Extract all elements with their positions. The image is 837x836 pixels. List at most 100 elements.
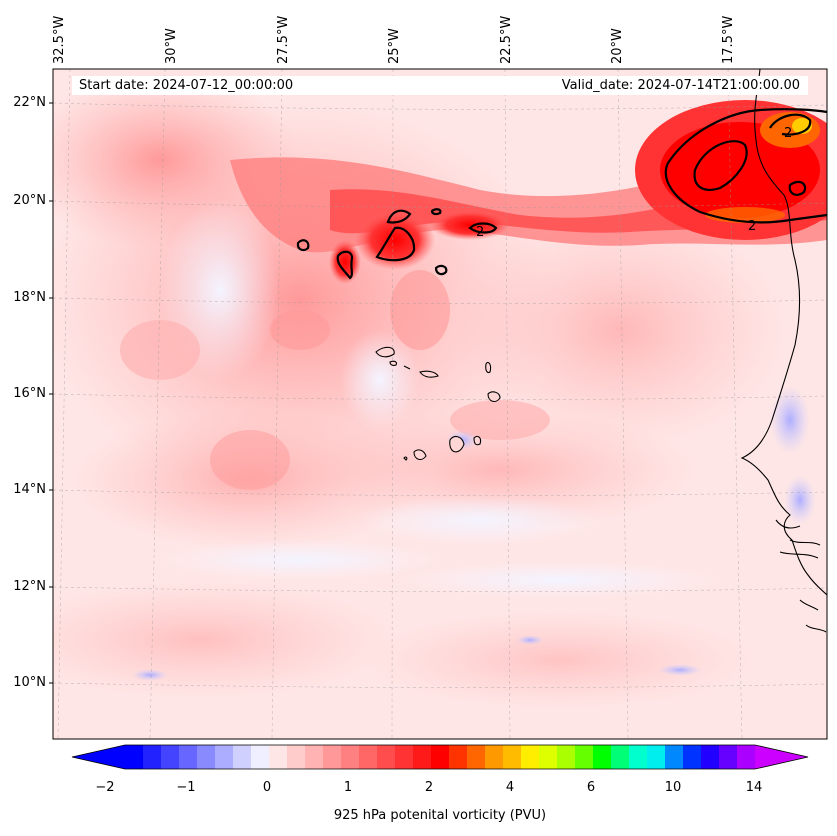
colorbar-segment — [683, 745, 702, 769]
coastline-detail — [805, 624, 827, 633]
lon-label: 32.5°W — [52, 15, 67, 64]
colorbar-segment — [125, 745, 144, 769]
coastline — [740, 69, 827, 633]
contour-label: 2 — [784, 126, 792, 141]
map-frame — [52, 68, 828, 740]
colorbar-segment — [647, 745, 666, 769]
field-pink-area — [450, 400, 550, 440]
colorbar-segment — [341, 745, 360, 769]
colorbar-title: 925 hPa potenital vorticity (PVU) — [333, 808, 547, 823]
colorbar-segment — [179, 745, 198, 769]
colorbar-segments — [125, 745, 756, 769]
colorbar-segment — [269, 745, 288, 769]
island — [389, 360, 398, 366]
colorbar-segment — [161, 745, 180, 769]
colorbar-outline — [71, 744, 809, 770]
island — [473, 435, 482, 446]
lat-label: 10°N — [13, 675, 46, 690]
graticule — [53, 69, 827, 739]
contour-2pvu — [336, 250, 354, 280]
field-pink-area — [210, 430, 290, 490]
lon-label: 30°W — [164, 28, 179, 64]
lon-label: 20°W — [610, 28, 625, 64]
colorbar-segment — [413, 745, 432, 769]
coastline-detail — [799, 599, 819, 611]
contour-2pvu — [434, 264, 448, 276]
field-red-blob — [355, 210, 435, 270]
pv-field: 2 2 2 — [53, 69, 827, 739]
lat-label: 18°N — [13, 290, 46, 305]
pv-contours — [296, 108, 827, 280]
field-pink-area — [390, 270, 450, 350]
colorbar-segment — [539, 745, 558, 769]
colorbar-segment — [611, 745, 630, 769]
island — [449, 435, 465, 453]
lat-label: 20°N — [13, 193, 46, 208]
contour-2pvu — [667, 108, 827, 164]
colorbar-segment — [485, 745, 504, 769]
coastline-detail — [779, 551, 819, 559]
colorbar-tick-label: 4 — [505, 780, 515, 795]
field-blue-patch — [770, 385, 810, 455]
colorbar-segment — [557, 745, 576, 769]
contour-2pvu — [430, 208, 442, 216]
field-pink-area — [270, 310, 330, 350]
colorbar-segment — [323, 745, 342, 769]
contour-2pvu — [769, 113, 812, 136]
colorbar-over-arrow — [755, 745, 808, 769]
valid-date-label: Valid_date: 2024-07-14T21:00:00.00 — [561, 78, 800, 93]
colorbar-tick-label: −2 — [95, 780, 115, 795]
field-blue-patch — [132, 669, 168, 681]
lon-label: 17.5°W — [721, 15, 736, 64]
lat-ticks — [49, 102, 53, 684]
colorbar-segment — [395, 745, 414, 769]
colorbar-tick-label: 0 — [262, 780, 272, 795]
coastline-detail — [775, 519, 801, 529]
contour-2pvu — [296, 239, 310, 252]
colorbar-tick-label: 6 — [586, 780, 596, 795]
colorbar-segment — [737, 745, 756, 769]
field-pink-area — [300, 410, 700, 530]
colorbar-tick-label: 10 — [664, 780, 682, 795]
colorbar-tick-label: −1 — [176, 780, 196, 795]
colorbar-under-arrow — [72, 745, 125, 769]
colorbar-segment — [719, 745, 738, 769]
field-red-blob — [430, 210, 510, 240]
colorbar-segment — [629, 745, 648, 769]
contour-2pvu — [375, 226, 416, 262]
contour-2pvu — [788, 180, 807, 196]
island — [403, 456, 408, 461]
field-red-blob — [329, 240, 361, 284]
contour-2pvu — [468, 222, 498, 234]
colorbar-segment — [359, 745, 378, 769]
colorbar-segment — [467, 745, 486, 769]
lon-label: 27.5°W — [276, 15, 291, 64]
field-white-patch — [340, 330, 420, 430]
field-pink-area — [53, 580, 400, 700]
contour-2pvu — [693, 140, 748, 191]
colorbar-segment — [143, 745, 162, 769]
colorbar-segment — [233, 745, 252, 769]
colorbar-segment — [503, 745, 522, 769]
lon-label: 25°W — [387, 28, 402, 64]
colorbar — [71, 744, 809, 770]
lat-label: 14°N — [13, 482, 46, 497]
lat-label: 12°N — [13, 579, 46, 594]
coastline-detail — [789, 539, 821, 546]
lat-label: 22°N — [13, 95, 46, 110]
colorbar-tick-label: 2 — [424, 780, 434, 795]
colorbar-segment — [377, 745, 396, 769]
island — [413, 449, 427, 461]
island — [485, 361, 492, 374]
colorbar-tick-label: 1 — [343, 780, 353, 795]
cape-verde-islands — [375, 346, 501, 461]
island — [403, 365, 411, 370]
contour-label: 2 — [748, 219, 756, 234]
field-white-patch — [160, 540, 440, 580]
date-info-bar: Start date: 2024-07-12_00:00:00 Valid_da… — [72, 76, 808, 95]
island — [419, 370, 439, 378]
colorbar-segment — [665, 745, 684, 769]
field-blue-patch — [658, 664, 702, 676]
colorbar-segment — [251, 745, 270, 769]
coastline-africa — [740, 69, 827, 596]
